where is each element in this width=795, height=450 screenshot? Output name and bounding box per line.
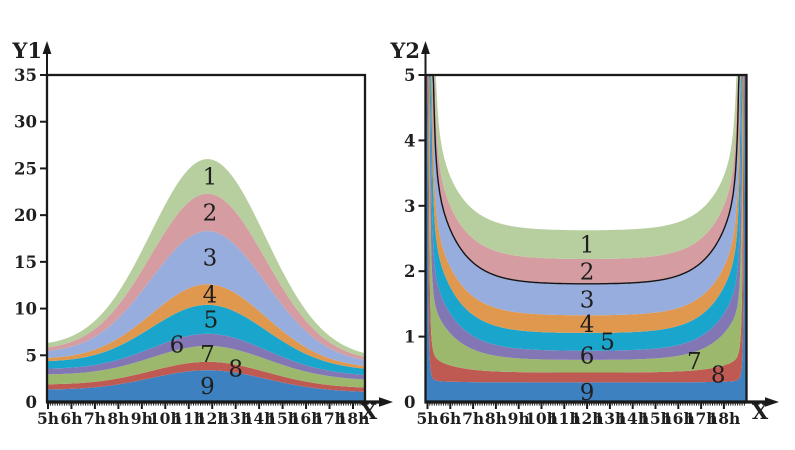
left-chart-layer-3-area [48,231,365,366]
right-x-tick-label: 8h [485,409,507,428]
right-x-tick-label: 18h [707,409,740,428]
right-chart-layer-7-area [425,75,747,373]
left-chart-label-3: 3 [203,246,218,272]
left-x-tick-label: 16h [290,409,323,428]
right-chart-label-2: 2 [580,259,595,285]
left-y-tick-label: 0 [26,393,37,412]
left-x-axis-arrow-icon [379,397,393,407]
right-chart-label-5: 5 [600,330,615,356]
left-chart-label-1: 1 [203,165,218,191]
right-chart-label-8: 8 [711,362,726,388]
left-y-axis-arrow-icon [42,41,52,54]
left-y-tick-label: 20 [14,206,37,225]
right-x-tick-label: 7h [462,409,484,428]
left-chart-layer-1-area [48,159,365,357]
right-x-tick-label: 14h [616,409,649,428]
left-x-tick-label: 10h [149,409,182,428]
left-chart-layer-4-area [48,284,365,369]
right-chart-layer-5-area [425,75,747,351]
left-chart-label-9: 9 [200,374,215,400]
right-x-tick-label: 5h [416,409,438,428]
right-y-tick-label: 2 [404,262,415,281]
left-x-tick-label: 17h [313,409,346,428]
left-x-tick-label: 12h [196,409,229,428]
right-y-tick-label: 5 [404,66,415,85]
right-x-tick-label: 10h [525,409,558,428]
left-y-tick-label: 30 [14,113,37,132]
left-chart-label-6: 6 [170,332,185,358]
right-x-axis-label: X [752,399,769,424]
right-x-tick-label: 13h [593,409,626,428]
left-y-axis-label: Y1 [11,38,42,63]
left-x-tick-label: 9h [131,409,153,428]
right-y-axis-label: Y2 [389,38,420,63]
right-chart-label-1: 1 [580,233,595,259]
right-chart-layer-6-area [425,75,747,360]
left-x-tick-label: 7h [84,409,106,428]
left-x-tick-label: 15h [266,409,299,428]
right-chart-label-3: 3 [580,288,595,314]
left-chart-layer-2-area [48,193,365,360]
right-y-tick-label: 1 [404,328,415,347]
right-y-tick-label: 4 [404,131,415,150]
left-chart-label-2: 2 [203,201,218,227]
right-chart-label-4: 4 [580,312,595,338]
right-x-tick-label: 11h [548,409,581,428]
left-y-tick-label: 25 [14,159,37,178]
left-y-tick-label: 35 [14,66,37,85]
left-x-tick-label: 18h [337,409,370,428]
right-chart-outlined-boundary [425,74,747,285]
right-x-tick-label: 9h [508,409,530,428]
left-x-tick-label: 14h [243,409,276,428]
left-chart-label-8: 8 [228,357,243,383]
left-chart-label-4: 4 [203,283,218,309]
right-y-tick-label: 0 [404,393,415,412]
left-chart-layer-8-area [48,361,365,392]
left-chart-layer-5-area [48,304,365,375]
left-y-tick-label: 5 [26,346,37,365]
left-x-tick-label: 11h [172,409,205,428]
right-chart-label-7: 7 [687,349,702,375]
left-y-tick-label: 15 [14,253,37,272]
left-chart-layer-9-area [48,370,365,402]
right-chart-layer-1-area [425,75,747,259]
right-x-tick-label: 12h [571,409,604,428]
left-chart-label-5: 5 [204,307,219,333]
left-chart-layer-6-area [48,333,365,380]
right-y-tick-label: 3 [404,197,415,216]
left-x-tick-label: 13h [219,409,252,428]
left-chart-label-7: 7 [200,342,215,368]
right-x-tick-label: 6h [439,409,461,428]
left-y-tick-label: 10 [14,300,37,319]
right-x-axis-arrow-icon [765,397,779,407]
left-x-tick-label: 5h [37,409,59,428]
right-x-tick-label: 16h [662,409,695,428]
left-x-tick-label: 8h [107,409,129,428]
right-chart-label-6: 6 [580,343,595,369]
right-chart-label-9: 9 [580,380,595,406]
left-x-tick-label: 6h [60,409,82,428]
left-chart-layer-7-area [48,345,365,388]
right-y-axis-arrow-icon [421,41,430,54]
right-x-tick-label: 17h [685,409,718,428]
right-x-tick-label: 15h [639,409,672,428]
